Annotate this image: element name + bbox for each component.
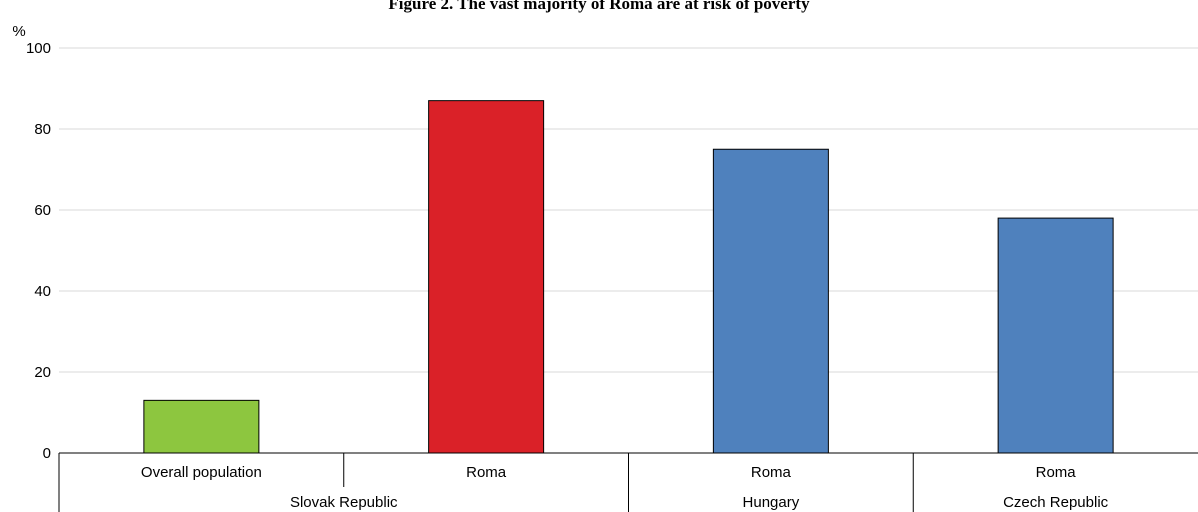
bar <box>428 100 545 454</box>
category-label: Roma <box>751 464 792 481</box>
bar <box>997 217 1114 454</box>
bars <box>143 100 1114 454</box>
group-labels: Slovak Republic Hungary Czech Republic <box>290 494 1109 511</box>
y-tick-label: 100 <box>26 40 51 57</box>
y-tick-label: 60 <box>34 202 51 219</box>
category-labels: Overall population Roma Roma Roma <box>141 464 1076 481</box>
group-label: Slovak Republic <box>290 494 398 511</box>
y-tick-label: 40 <box>34 283 51 300</box>
y-tick-label: 0 <box>43 445 51 462</box>
y-tick-labels: 0 20 40 60 80 100 <box>26 40 51 462</box>
bar <box>712 148 829 454</box>
y-tick-label: 80 <box>34 121 51 138</box>
category-label: Roma <box>466 464 507 481</box>
axes <box>58 452 1198 512</box>
category-label: Overall population <box>141 464 262 481</box>
chart-title: Figure 2. The vast majority of Roma are … <box>388 0 810 13</box>
group-label: Czech Republic <box>1003 494 1109 511</box>
category-label: Roma <box>1036 464 1077 481</box>
y-tick-label: 20 <box>34 364 51 381</box>
bar <box>143 399 260 454</box>
group-label: Hungary <box>743 494 800 511</box>
y-axis-unit-label: % <box>12 23 25 40</box>
